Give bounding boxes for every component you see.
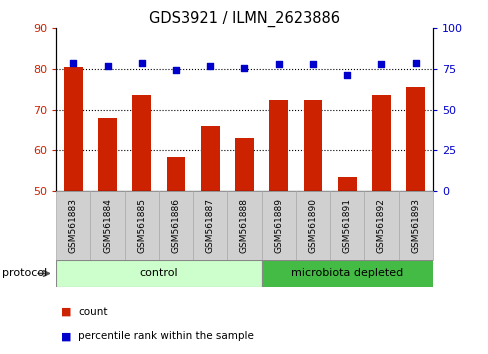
Point [172,67,180,73]
Bar [337,177,356,191]
Text: GSM561888: GSM561888 [240,198,248,253]
Text: microbiota depleted: microbiota depleted [290,268,403,279]
Bar [329,191,364,260]
Point [411,61,419,66]
Bar [261,191,295,260]
Text: GSM561890: GSM561890 [308,198,317,253]
Bar [303,99,322,191]
Text: ■: ■ [61,307,71,316]
Point [274,61,282,67]
Bar [124,191,159,260]
Bar [227,191,261,260]
Bar [261,260,432,287]
Text: GSM561887: GSM561887 [205,198,214,253]
Bar [193,191,227,260]
Text: GSM561884: GSM561884 [103,198,112,253]
Point [69,60,77,65]
Text: count: count [78,307,107,316]
Text: GSM561892: GSM561892 [376,198,385,253]
Text: GSM561893: GSM561893 [410,198,419,253]
Point [206,63,214,69]
Text: control: control [140,268,178,279]
Text: protocol: protocol [2,268,48,279]
Bar [166,156,185,191]
Text: GSM561883: GSM561883 [69,198,78,253]
Point [343,72,350,78]
Bar [364,191,398,260]
Text: GSM561891: GSM561891 [342,198,351,253]
Bar [56,191,90,260]
Bar [371,96,390,191]
Text: percentile rank within the sample: percentile rank within the sample [78,331,254,341]
Bar [295,191,329,260]
Text: ■: ■ [61,331,71,341]
Bar [269,99,287,191]
Bar [98,118,117,191]
Bar [132,96,151,191]
Bar [201,126,219,191]
Point [240,65,248,71]
Bar [406,87,424,191]
Text: GSM561886: GSM561886 [171,198,180,253]
Bar [56,260,261,287]
Text: GDS3921 / ILMN_2623886: GDS3921 / ILMN_2623886 [149,11,339,27]
Point [138,61,145,66]
Bar [90,191,124,260]
Bar [159,191,193,260]
Point [377,61,385,67]
Bar [235,138,253,191]
Bar [398,191,432,260]
Point [308,61,316,67]
Bar [64,67,82,191]
Text: GSM561885: GSM561885 [137,198,146,253]
Text: GSM561889: GSM561889 [274,198,283,253]
Point [103,63,111,69]
